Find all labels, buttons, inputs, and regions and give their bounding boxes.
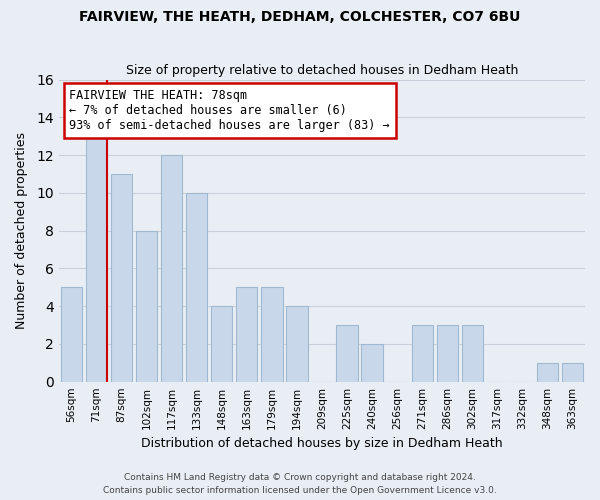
- Bar: [412, 325, 433, 382]
- Bar: [562, 363, 583, 382]
- Bar: [186, 193, 208, 382]
- Text: Contains HM Land Registry data © Crown copyright and database right 2024.
Contai: Contains HM Land Registry data © Crown c…: [103, 474, 497, 495]
- Bar: [211, 306, 232, 382]
- Bar: [286, 306, 308, 382]
- Bar: [361, 344, 383, 382]
- Title: Size of property relative to detached houses in Dedham Heath: Size of property relative to detached ho…: [126, 64, 518, 77]
- Bar: [161, 155, 182, 382]
- Text: FAIRVIEW THE HEATH: 78sqm
← 7% of detached houses are smaller (6)
93% of semi-de: FAIRVIEW THE HEATH: 78sqm ← 7% of detach…: [70, 88, 390, 132]
- Bar: [537, 363, 558, 382]
- Bar: [337, 325, 358, 382]
- Bar: [461, 325, 483, 382]
- Text: FAIRVIEW, THE HEATH, DEDHAM, COLCHESTER, CO7 6BU: FAIRVIEW, THE HEATH, DEDHAM, COLCHESTER,…: [79, 10, 521, 24]
- X-axis label: Distribution of detached houses by size in Dedham Heath: Distribution of detached houses by size …: [141, 437, 503, 450]
- Bar: [136, 230, 157, 382]
- Bar: [437, 325, 458, 382]
- Bar: [61, 288, 82, 382]
- Bar: [111, 174, 132, 382]
- Y-axis label: Number of detached properties: Number of detached properties: [15, 132, 28, 329]
- Bar: [261, 288, 283, 382]
- Bar: [236, 288, 257, 382]
- Bar: [86, 136, 107, 382]
